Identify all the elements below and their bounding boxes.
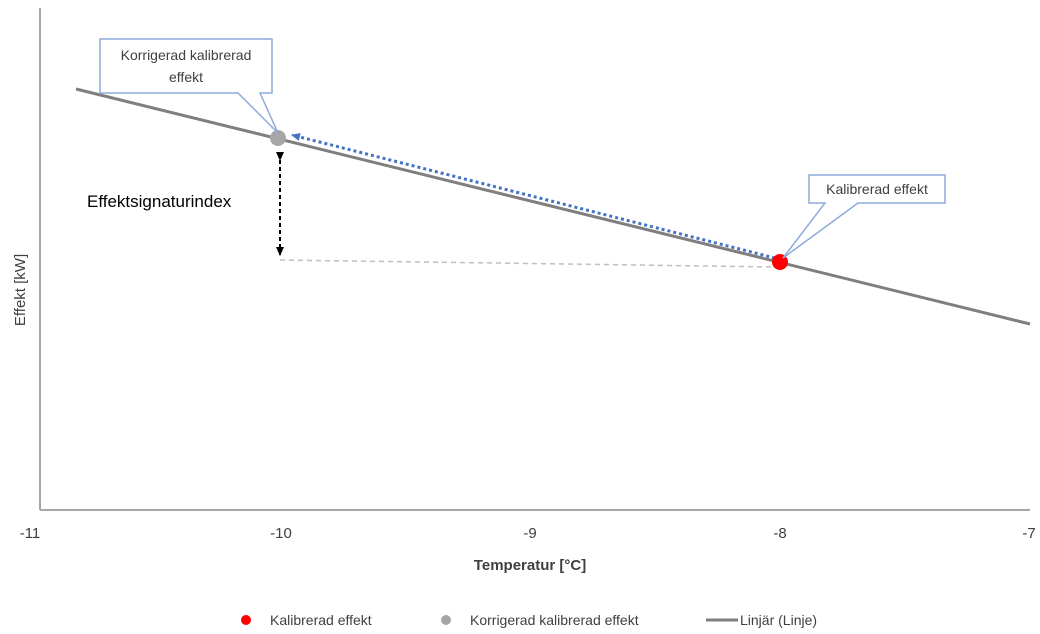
legend-label-calibrated: Kalibrerad effekt — [270, 612, 372, 628]
x-tick-label: -10 — [270, 525, 292, 542]
correction-arrow — [291, 133, 776, 260]
callout-calibrated: Kalibrerad effekt — [782, 174, 946, 259]
x-tick-label: -8 — [773, 525, 786, 542]
y-axis-title: Effekt [kW] — [12, 254, 29, 326]
trend-line — [75, 87, 1031, 326]
x-tick-label: -7 — [1022, 525, 1035, 542]
legend-marker-corrected — [441, 615, 451, 625]
callout-corrected-shape — [99, 38, 279, 134]
x-tick-label: -9 — [523, 525, 536, 542]
callout-corrected: Korrigerad kalibrerad effekt — [99, 38, 279, 134]
callout-corrected-line-2: effekt — [169, 69, 203, 85]
index-label: Effektsignaturindex — [87, 192, 232, 211]
legend-label-trend: Linjär (Linje) — [740, 612, 817, 628]
x-tick-labels: -11 -10 -9 -8 -7 — [20, 525, 1036, 542]
callout-calibrated-label: Kalibrerad effekt — [826, 181, 928, 197]
x-tick-label: -11 — [20, 525, 41, 542]
index-guide-line — [279, 259, 779, 268]
x-axis-title: Temperatur [°C] — [474, 557, 586, 574]
callout-calibrated-shape — [782, 174, 946, 259]
legend: Kalibrerad effekt Korrigerad kalibrerad … — [241, 612, 817, 628]
corrected-point — [270, 130, 286, 146]
legend-label-corrected: Korrigerad kalibrerad effekt — [470, 612, 639, 628]
callout-corrected-line-1: Korrigerad kalibrerad — [121, 47, 252, 63]
legend-marker-calibrated — [241, 615, 251, 625]
